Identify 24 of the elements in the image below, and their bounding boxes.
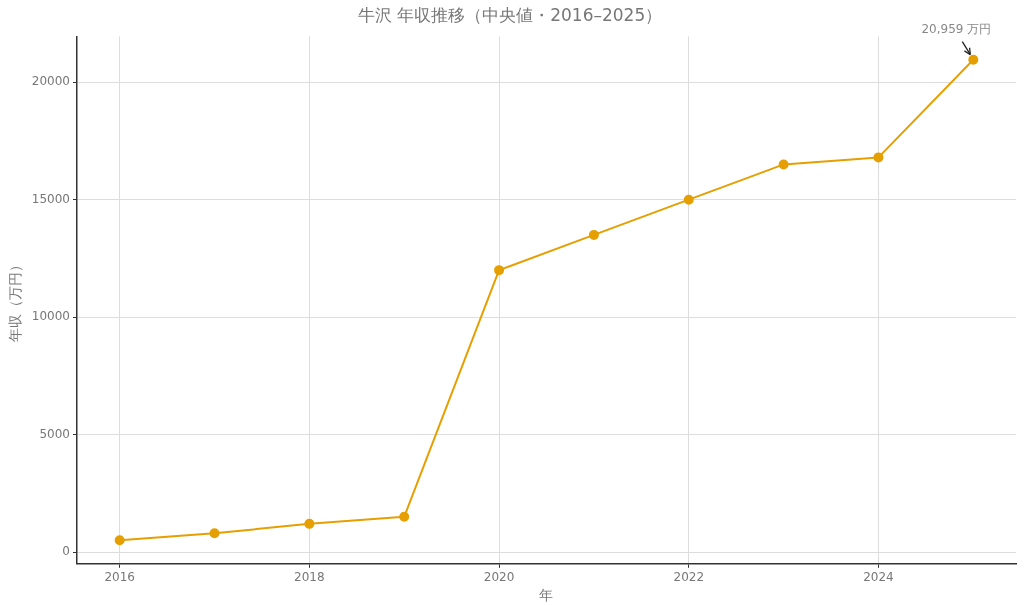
y-axis-title: 年収（万円）: [7, 258, 24, 343]
y-tick-label: 15000: [31, 191, 70, 206]
point: [778, 159, 789, 170]
x-tick-label: 2022: [673, 570, 705, 585]
point: [399, 511, 410, 522]
point: [588, 229, 599, 240]
x-tick-label: 2024: [863, 570, 894, 585]
y-tick-label: 0: [62, 544, 70, 559]
x-tick-label: 2020: [483, 570, 515, 585]
x-axis-title: 年: [539, 587, 554, 604]
x-tick-label: 2018: [294, 570, 325, 585]
annotation: 20,959 万円: [921, 21, 992, 36]
point: [304, 518, 315, 529]
y-tick-label: 10000: [31, 309, 70, 324]
y-tick-label: 20000: [31, 74, 70, 89]
point: [114, 535, 125, 546]
point: [873, 152, 884, 163]
point: [209, 528, 220, 539]
y-tick-label: 5000: [39, 426, 70, 441]
point: [683, 194, 694, 205]
x-tick-label: 2016: [104, 570, 135, 585]
chart-title: 牛沢 年収推移（中央値・2016–2025）: [357, 4, 663, 25]
point: [494, 265, 505, 276]
point: [968, 54, 979, 65]
